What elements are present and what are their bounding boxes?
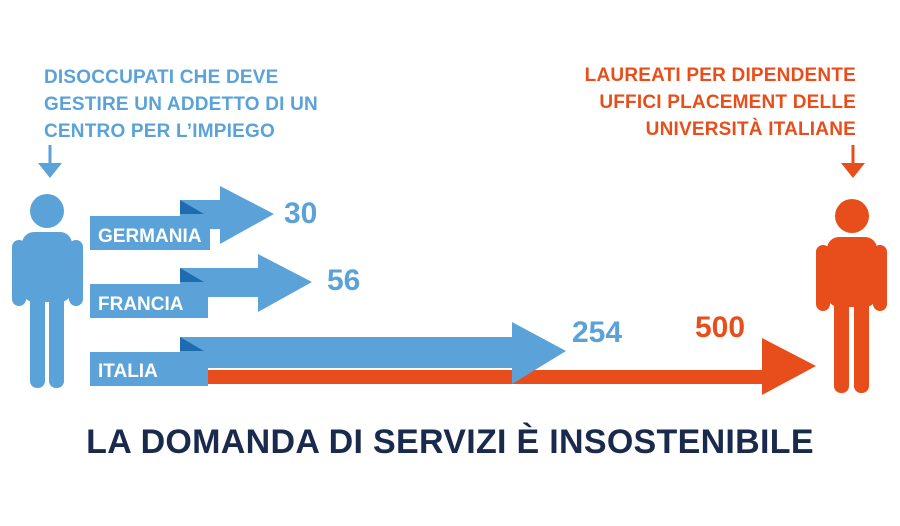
arrow-down-icon — [841, 145, 865, 178]
person-icon — [816, 199, 887, 393]
value-germania: 30 — [284, 197, 318, 230]
caption-line: LAUREATI PER DIPENDENTE — [584, 65, 856, 86]
arrow-down-icon — [38, 145, 62, 178]
caption-line: UNIVERSITÀ ITALIANE — [645, 119, 856, 140]
value-italia: 254 — [572, 316, 623, 349]
caption-line: DISOCCUPATI CHE DEVE — [44, 67, 279, 88]
italia-arrows — [90, 322, 816, 395]
unemployed-caption: DISOCCUPATI CHE DEVE GESTIRE UN ADDETTO … — [44, 64, 364, 145]
germania-arrow — [90, 186, 274, 250]
caption-line: GESTIRE UN ADDETTO DI UN — [44, 94, 318, 115]
country-label-germania: GERMANIA — [98, 226, 202, 247]
person-icon — [12, 194, 83, 388]
headline: LA DOMANDA DI SERVIZI È INSOSTENIBILE — [86, 423, 814, 461]
value-francia: 56 — [327, 264, 361, 297]
graduates-caption: LAUREATI PER DIPENDENTE UFFICI PLACEMENT… — [536, 62, 856, 143]
country-label-italia: ITALIA — [98, 361, 158, 382]
country-label-francia: FRANCIA — [98, 294, 184, 315]
value-italia-graduates: 500 — [695, 311, 746, 344]
caption-line: CENTRO PER L’IMPIEGO — [44, 121, 275, 142]
francia-arrow — [90, 254, 312, 318]
caption-line: UFFICI PLACEMENT DELLE — [599, 92, 856, 113]
